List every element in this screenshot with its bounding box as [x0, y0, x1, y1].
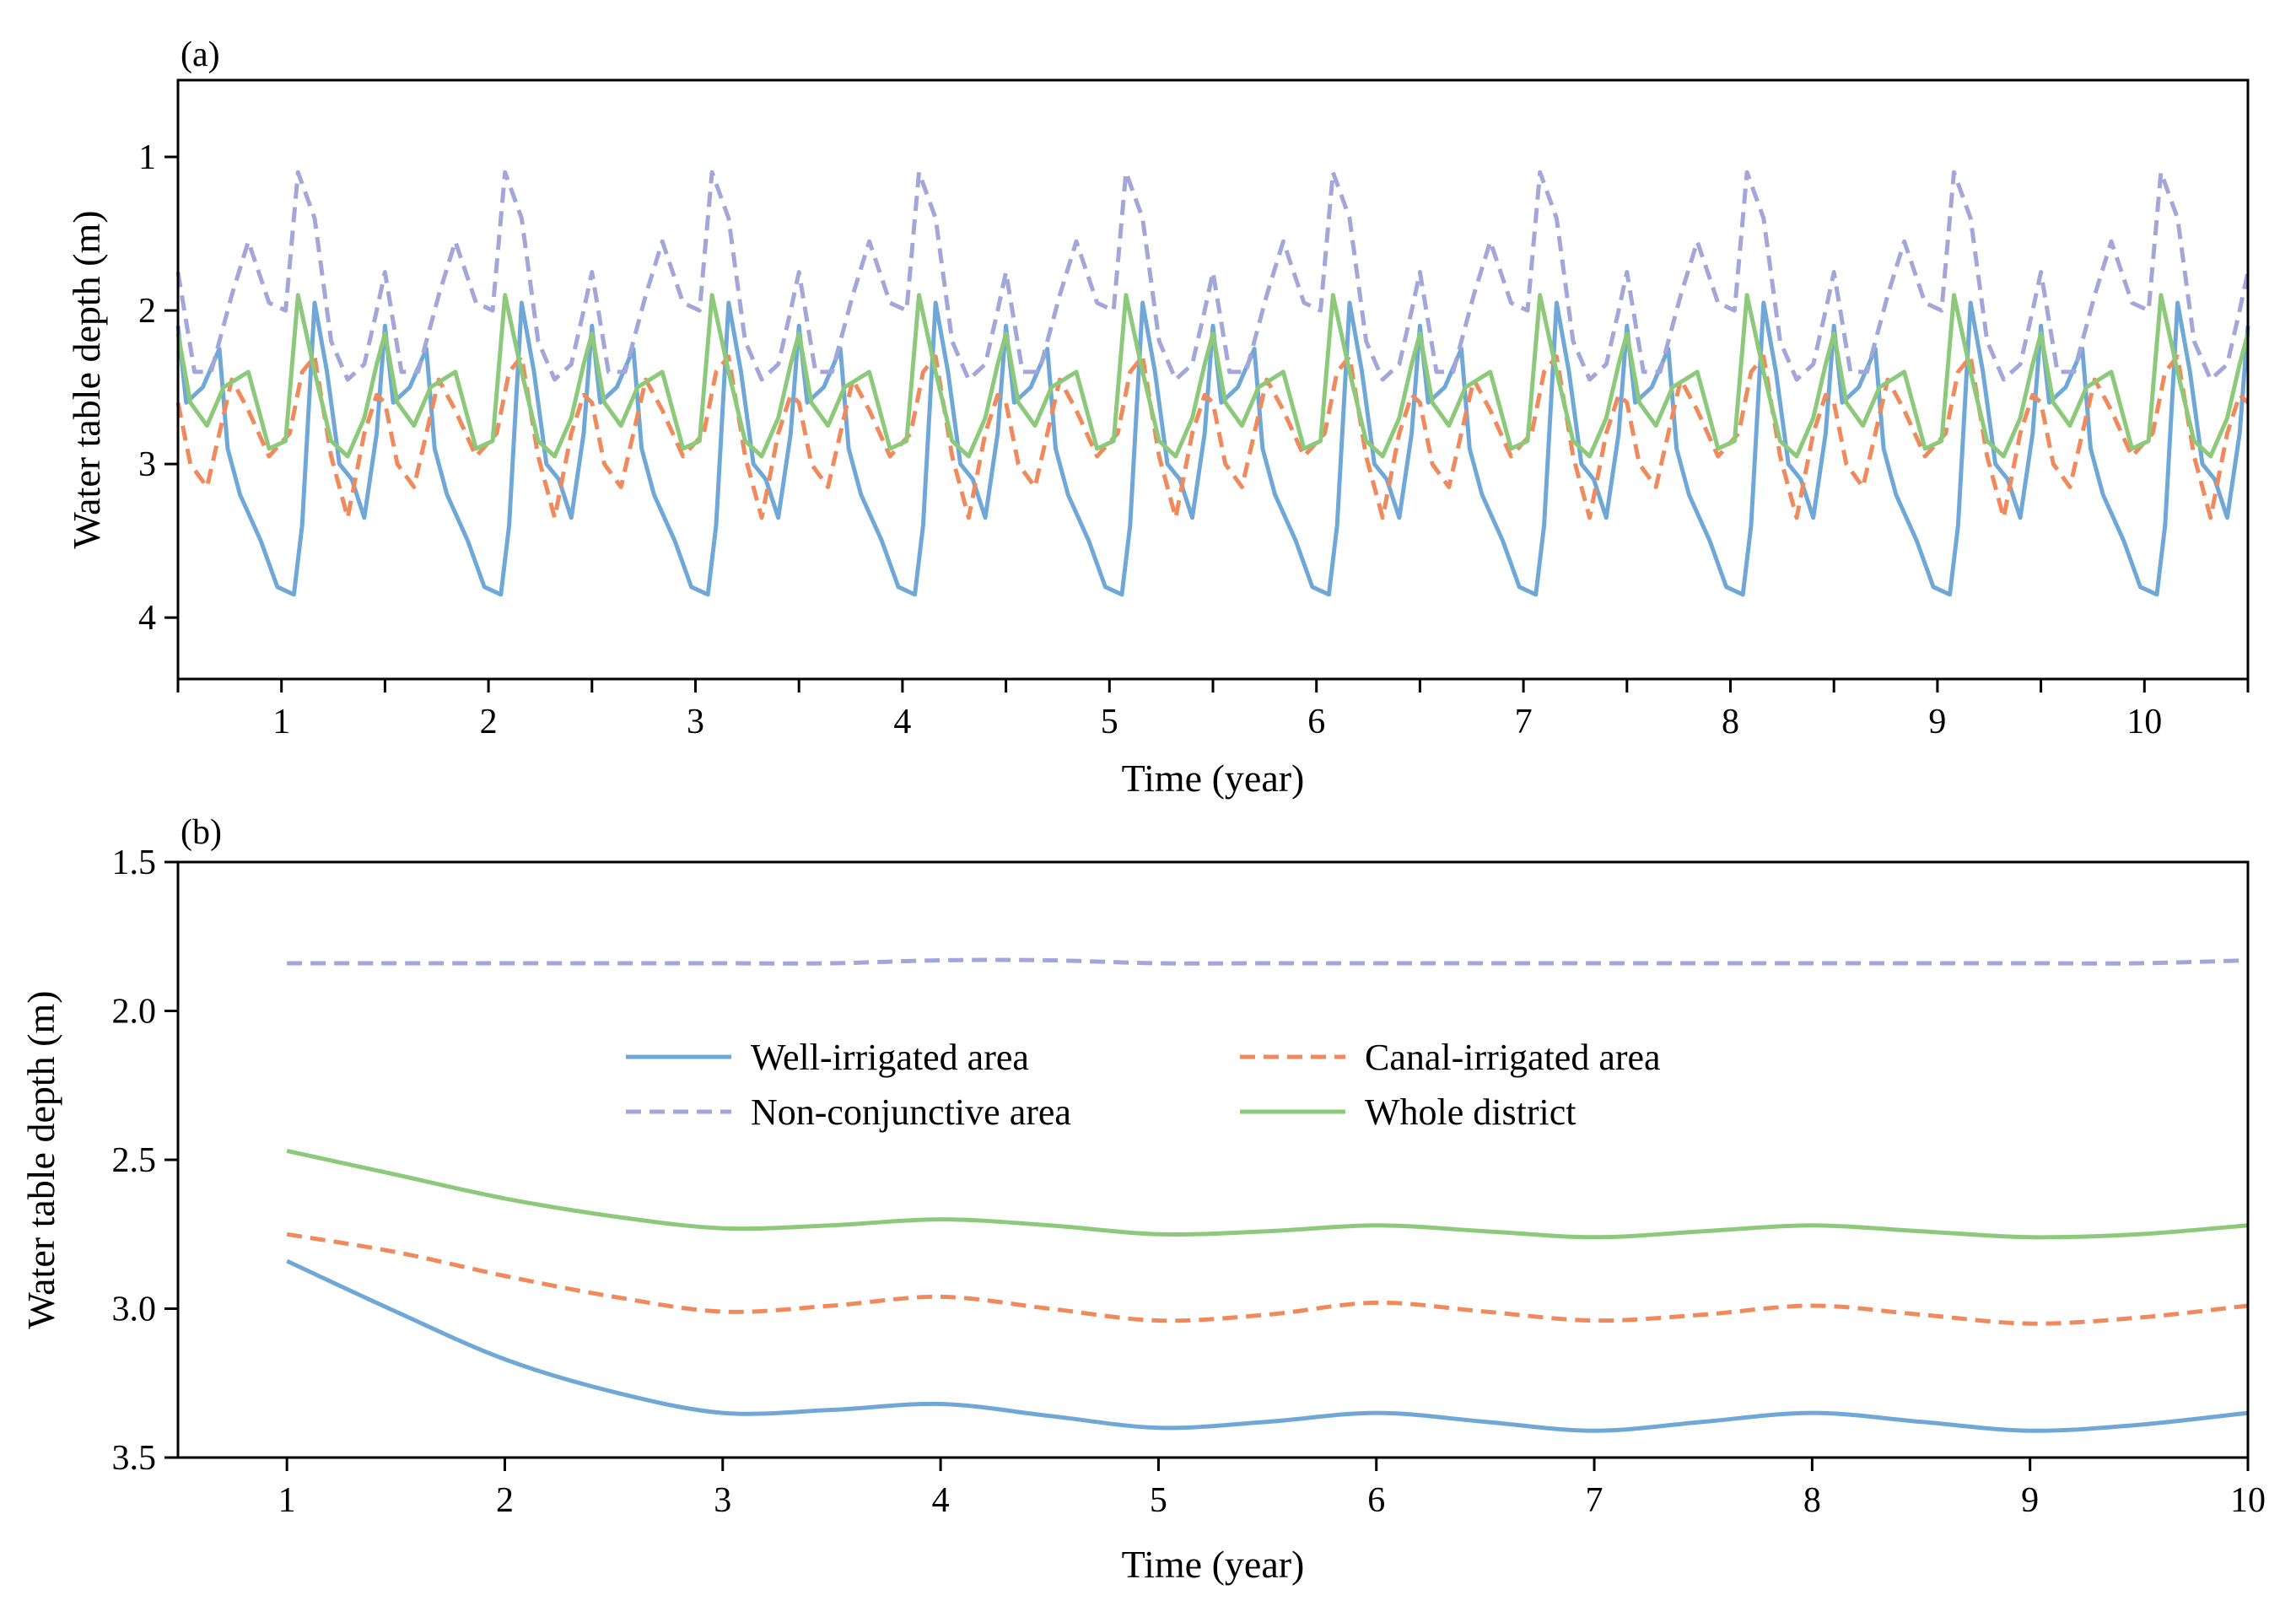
panel-a-label: (a)	[181, 35, 220, 74]
panel-a-series-well	[175, 300, 2250, 597]
panel-b-legend: Well-irrigated area Canal-irrigated area N…	[626, 1037, 1661, 1133]
panel-b-x-tick-label: 8	[1803, 1481, 1821, 1520]
legend-label-non-conjunctive: Non-conjunctive area	[751, 1091, 1071, 1133]
panel-a-x-tick-label: 2	[480, 703, 498, 741]
panel-b-y-axis-title: Water table depth (m)	[19, 990, 62, 1328]
panel-b-y-tick-label: 3.5	[112, 1439, 157, 1478]
panel-b-y-tick-label: 2.5	[112, 1141, 157, 1180]
panel-b-ticks: 1 2 3 4 5 6 7 8 9 10 1.5 2.0 2.5 3.0 3.5	[112, 843, 2266, 1520]
legend-label-canal: Canal-irrigated area	[1365, 1037, 1661, 1078]
panel-b-x-tick-label: 4	[932, 1481, 950, 1520]
panel-a-x-tick-label: 7	[1515, 703, 1533, 741]
panel-a-y-tick-label: 3	[138, 445, 156, 484]
panel-b-plot-frame	[176, 860, 2250, 1459]
panel-a-y-tick-label: 2	[138, 292, 156, 331]
panel-a-ticks: 1 2 3 4 5 6 7 8 9 10 1 2 3 4	[138, 138, 2250, 741]
panel-a-x-axis-title: Time (year)	[1122, 757, 1305, 800]
panel-a-x-tick-label: 10	[2126, 703, 2162, 741]
panel-a-series-group	[175, 170, 2250, 597]
panel-b-x-tick-label: 1	[278, 1481, 296, 1520]
legend-label-well: Well-irrigated area	[751, 1037, 1029, 1078]
panel-a-x-tick-label: 3	[687, 703, 704, 741]
panel-a-chart: (a) 1 2 3 4 5 6 7 8 9 10 1 2 3 4 Time (year) Water ta…	[65, 35, 2250, 800]
panel-a-x-tick-label: 4	[893, 703, 911, 741]
panel-b-x-axis-title: Time (year)	[1122, 1543, 1305, 1586]
panel-b-x-tick-label: 2	[496, 1481, 514, 1520]
panel-b-x-tick-label: 5	[1150, 1481, 1167, 1520]
panel-a-x-tick-label: 9	[1928, 703, 1946, 741]
panel-a-series-canal	[175, 354, 2250, 520]
panel-b-series-whole	[286, 1148, 2249, 1240]
panel-b-series-non-conjunctive	[287, 957, 2249, 966]
panel-a-x-tick-label: 5	[1101, 703, 1118, 741]
panel-a-x-tick-label: 1	[272, 703, 290, 741]
panel-b-x-tick-label: 9	[2021, 1481, 2039, 1520]
panel-a-x-tick-label: 8	[1722, 703, 1739, 741]
legend-label-whole: Whole district	[1365, 1091, 1576, 1133]
panel-a-y-axis-title: Water table depth (m)	[65, 210, 108, 548]
panel-b-x-tick-label: 7	[1586, 1481, 1603, 1520]
panel-b-x-tick-label: 10	[2230, 1481, 2266, 1520]
panel-b-y-tick-label: 3.0	[112, 1291, 157, 1329]
panel-b-y-tick-label: 1.5	[112, 843, 157, 882]
panel-b-series-well	[286, 1258, 2249, 1433]
panel-a-series-whole	[175, 293, 2250, 459]
panel-b-x-tick-label: 6	[1367, 1481, 1385, 1520]
panel-a-x-tick-label: 6	[1307, 703, 1325, 741]
panel-b-x-tick-label: 3	[714, 1481, 731, 1520]
panel-b-chart: (b) 1 2 3 4 5 6 7 8 9 10 1.5 2.0 2.5 3.0 3.5 Well-irri…	[19, 813, 2266, 1586]
panel-b-series-canal	[286, 1231, 2249, 1326]
panel-b-y-tick-label: 2.0	[112, 993, 157, 1032]
panel-a-y-tick-label: 1	[138, 138, 156, 177]
panel-b-label: (b)	[181, 813, 222, 852]
panel-b-series-group	[286, 957, 2249, 1433]
panel-a-series-non-conjunctive	[175, 170, 2250, 382]
panel-a-y-tick-label: 4	[138, 599, 156, 638]
